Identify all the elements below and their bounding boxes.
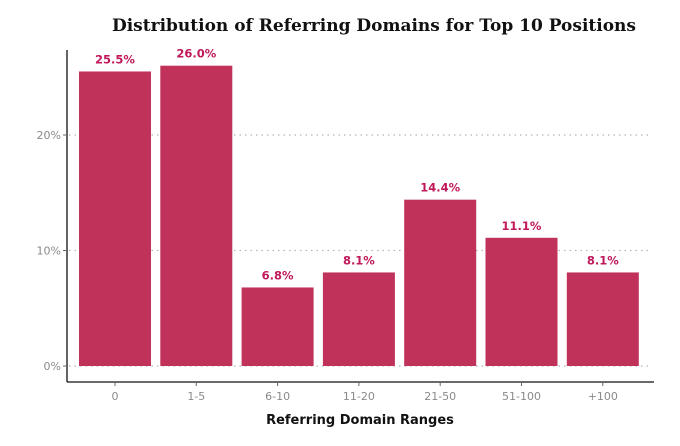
bar-value-label: 11.1% xyxy=(502,219,542,233)
y-tick-label: 0% xyxy=(44,360,61,373)
bar-value-label: 8.1% xyxy=(587,253,619,267)
bar-3 xyxy=(241,287,314,366)
bar-5 xyxy=(404,199,477,366)
bar-1 xyxy=(79,71,151,366)
y-tick-label: 20% xyxy=(37,129,61,142)
x-tick-label: 1-5 xyxy=(187,390,205,403)
bar-value-label: 26.0% xyxy=(176,47,216,61)
bar-7 xyxy=(566,272,639,366)
x-tick-label: 0 xyxy=(112,390,119,403)
bar-value-label: 6.8% xyxy=(262,268,294,282)
x-tick-label: +100 xyxy=(588,390,618,403)
x-tick-label: 6-10 xyxy=(265,390,290,403)
bar-value-label: 25.5% xyxy=(95,52,135,66)
bar-6 xyxy=(485,237,558,366)
bar-value-label: 14.4% xyxy=(420,181,460,195)
data-labels: 25.5% 26.0% 6.8% 8.1% 14.4% 11.1% 8.1% xyxy=(95,47,619,283)
bar-value-label: 8.1% xyxy=(343,253,375,267)
x-tick-label: 21-50 xyxy=(424,390,456,403)
x-axis-label: Referring Domain Ranges xyxy=(266,413,454,428)
y-tick-label: 10% xyxy=(37,245,61,258)
x-tick-label: 11-20 xyxy=(343,390,375,403)
bars xyxy=(79,65,639,366)
bar-4 xyxy=(322,272,395,366)
y-axis-ticks: 0% 10% 20% xyxy=(37,129,67,373)
chart-title: Distribution of Referring Domains for To… xyxy=(112,16,636,36)
x-axis-ticks: 0 1-5 6-10 11-20 21-50 51-100 +100 xyxy=(112,382,618,403)
x-tick-label: 51-100 xyxy=(502,390,541,403)
bar-2 xyxy=(160,65,233,366)
